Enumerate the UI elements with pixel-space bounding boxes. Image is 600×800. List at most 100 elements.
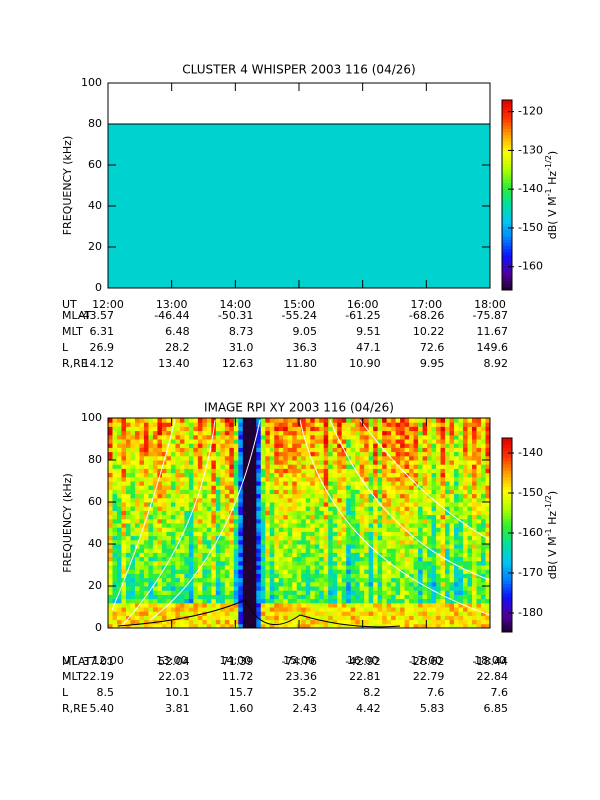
- cell: [418, 472, 424, 478]
- cell: [440, 594, 446, 600]
- cell: [337, 586, 343, 591]
- colorbar-cell: [502, 593, 512, 597]
- cell: [467, 497, 473, 503]
- cell: [445, 607, 451, 612]
- cell: [287, 531, 293, 537]
- cell: [454, 485, 460, 490]
- cell: [170, 544, 176, 549]
- cell: [238, 418, 244, 423]
- cell: [454, 602, 460, 608]
- cell: [346, 598, 352, 604]
- cell: [341, 556, 347, 562]
- cell: [404, 581, 410, 587]
- cell: [161, 577, 167, 583]
- x-tick-label: 12:00: [92, 298, 124, 311]
- cell: [202, 581, 208, 587]
- cell: [206, 443, 212, 448]
- colorbar-cell: [502, 505, 512, 510]
- cell: [341, 485, 347, 490]
- cell: [220, 539, 226, 545]
- cell: [139, 623, 145, 629]
- cell: [265, 472, 271, 478]
- cell: [143, 615, 149, 621]
- cell: [161, 556, 167, 562]
- cell: [445, 544, 451, 549]
- cell: [350, 451, 356, 457]
- cell: [422, 573, 428, 579]
- cell: [202, 573, 208, 579]
- cell: [179, 577, 185, 583]
- cell: [427, 426, 433, 432]
- cell: [337, 418, 343, 423]
- cell: [251, 573, 257, 579]
- cell: [269, 607, 275, 612]
- cell: [143, 577, 149, 583]
- cell: [265, 611, 271, 616]
- cell: [472, 418, 478, 423]
- cell: [193, 611, 199, 616]
- cell: [108, 418, 113, 423]
- cell: [386, 569, 392, 574]
- cell: [481, 455, 487, 461]
- cell: [386, 523, 392, 528]
- y-axis-label: FREQUENCY (kHz): [61, 136, 74, 236]
- cell: [346, 565, 352, 570]
- cell: [242, 586, 248, 591]
- cell: [332, 535, 338, 541]
- cell: [400, 565, 406, 570]
- cell: [269, 472, 275, 478]
- cell: [179, 455, 185, 461]
- cell: [377, 556, 383, 562]
- cell: [481, 502, 487, 507]
- cell: [116, 514, 122, 520]
- cell: [260, 523, 266, 528]
- cell: [346, 497, 352, 503]
- cell: [161, 502, 167, 507]
- cell: [359, 573, 365, 579]
- cell: [445, 451, 451, 457]
- cell: [112, 514, 118, 520]
- cell: [238, 615, 244, 621]
- cell: [292, 560, 298, 566]
- cell: [292, 443, 298, 448]
- cell: [130, 552, 136, 558]
- cell: [265, 476, 271, 482]
- cell: [287, 623, 293, 629]
- cell: [301, 451, 307, 457]
- cell: [211, 451, 217, 457]
- cell: [112, 611, 118, 616]
- cell: [364, 560, 370, 566]
- cell: [436, 619, 442, 625]
- cell: [112, 493, 118, 499]
- cell: [359, 581, 365, 587]
- cell: [108, 527, 113, 532]
- cell: [202, 502, 208, 507]
- cell: [314, 497, 320, 503]
- cell: [256, 531, 262, 537]
- cell: [305, 590, 311, 595]
- cell: [454, 565, 460, 570]
- cell: [112, 607, 118, 612]
- cell: [301, 581, 307, 587]
- cell: [481, 476, 487, 482]
- cell: [368, 451, 374, 457]
- cell: [454, 577, 460, 583]
- cell: [377, 590, 383, 595]
- cell: [220, 493, 226, 499]
- cell: [139, 485, 145, 490]
- cell: [467, 447, 473, 453]
- cell: [130, 464, 136, 469]
- cell: [310, 451, 316, 457]
- cell: [400, 573, 406, 579]
- cell: [125, 573, 131, 579]
- cell: [202, 493, 208, 499]
- cell: [332, 602, 338, 608]
- cell: [359, 560, 365, 566]
- cell: [224, 602, 230, 608]
- cell: [458, 434, 464, 440]
- cell: [211, 472, 217, 478]
- cell: [386, 577, 392, 583]
- cell: [134, 544, 140, 549]
- cell: [233, 514, 239, 520]
- cell: [323, 615, 329, 621]
